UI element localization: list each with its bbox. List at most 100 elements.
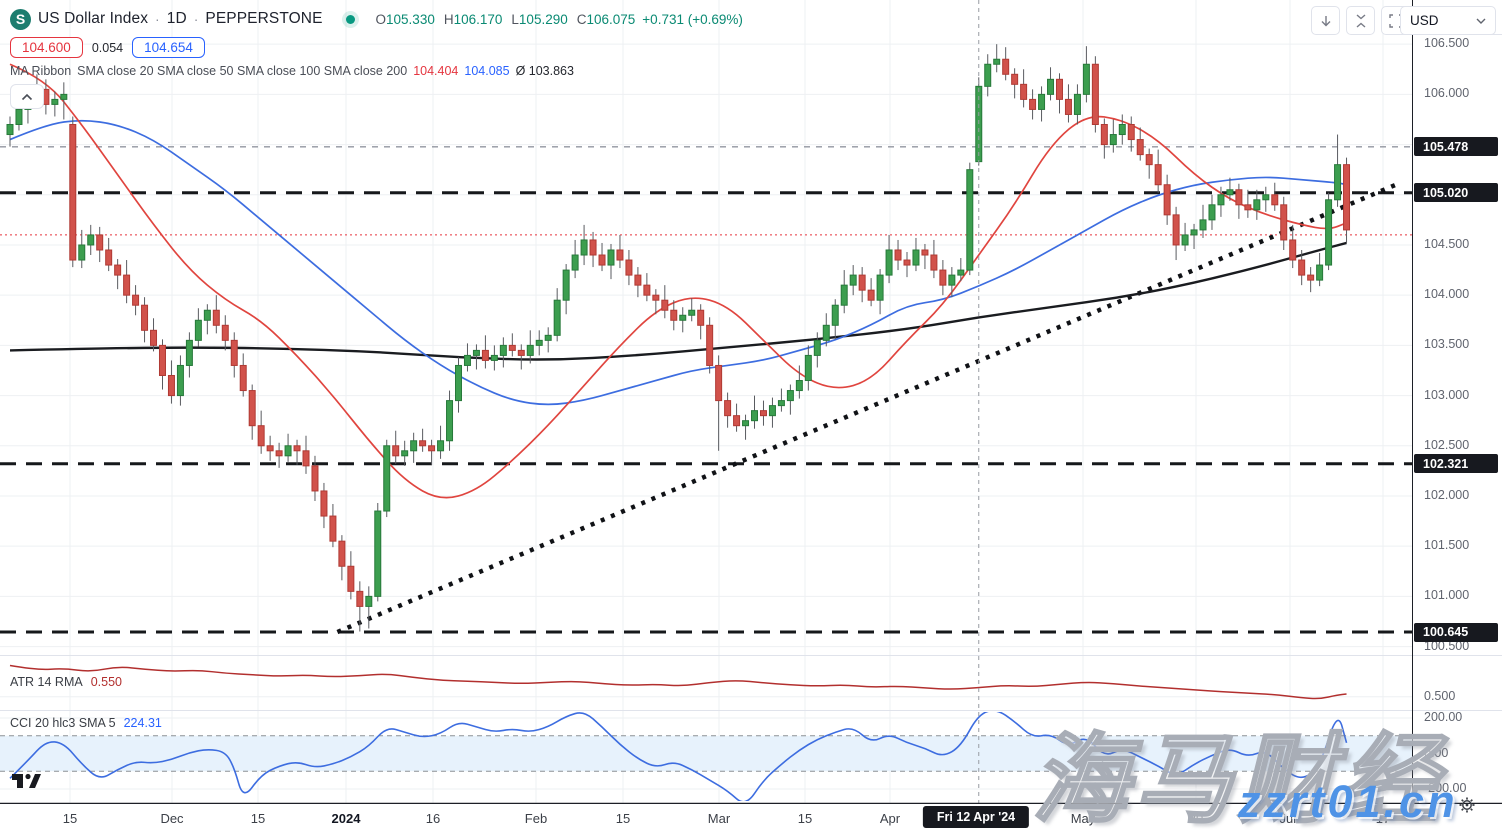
candle-body xyxy=(939,269,947,286)
candle-body xyxy=(885,249,893,276)
candle-body xyxy=(1163,184,1171,216)
candle-body xyxy=(625,259,633,276)
sell-price-button[interactable]: 104.600 xyxy=(10,37,83,58)
cci-line[interactable] xyxy=(9,711,1348,802)
candle-body xyxy=(490,354,498,361)
scroll-to-recent-button[interactable] xyxy=(1311,6,1340,35)
candle-body xyxy=(1190,229,1198,236)
candle-body xyxy=(1109,134,1117,146)
ma-ribbon-legend: MA Ribbon SMA close 20 SMA close 50 SMA … xyxy=(10,64,743,78)
candle-body xyxy=(266,445,274,452)
price-label: 101.500 xyxy=(1424,538,1470,553)
candle-body xyxy=(114,264,122,276)
candle-body xyxy=(607,249,615,266)
collapse-pane-button[interactable] xyxy=(1346,6,1375,35)
ma-value-blue: 104.085 xyxy=(464,64,510,78)
candle-body xyxy=(724,400,732,417)
atr-title: ATR 14 RMA xyxy=(10,675,83,689)
currency-dropdown[interactable]: USD xyxy=(1400,6,1496,35)
atr-value: 0.550 xyxy=(90,675,122,689)
candle-body xyxy=(580,239,588,256)
candle-body xyxy=(1154,164,1162,186)
candle-body xyxy=(132,294,140,306)
candle-body xyxy=(203,309,211,321)
candle-body xyxy=(78,244,86,261)
candle-body xyxy=(751,410,759,422)
price-label: 104.500 xyxy=(1424,236,1470,251)
candle-body xyxy=(1262,194,1270,201)
candle-body xyxy=(392,445,400,457)
price-scale[interactable]: 106.500 106.000 104.500 104.000 103.500 103.0… xyxy=(1413,0,1502,803)
chevron-up-icon xyxy=(21,93,33,100)
buy-price-button[interactable]: 104.654 xyxy=(132,37,205,58)
legend-collapse-button[interactable] xyxy=(10,84,44,109)
sma200-line[interactable] xyxy=(9,241,1347,361)
candle-body xyxy=(230,339,238,366)
candle-body xyxy=(661,299,669,311)
candle-body xyxy=(15,108,23,125)
time-label: Feb xyxy=(524,811,548,826)
candle-body xyxy=(786,390,794,402)
candle-body xyxy=(302,450,310,467)
candle-body xyxy=(804,354,812,382)
candle-body xyxy=(912,249,920,266)
symbol-legend-row: S US Dollar Index · 1D · PEPPERSTONE O10… xyxy=(10,6,743,32)
price-label: 103.500 xyxy=(1424,337,1470,352)
ma-ribbon-name: MA Ribbon xyxy=(10,64,72,78)
candle-body xyxy=(742,420,750,427)
candle-body xyxy=(329,515,337,542)
spread-value: 0.054 xyxy=(91,40,124,55)
candle-body xyxy=(1047,78,1055,95)
candle-body xyxy=(248,390,256,427)
trendline[interactable] xyxy=(336,182,1397,635)
collapse-chevrons-icon xyxy=(1356,13,1365,28)
time-label: 16 xyxy=(425,811,441,826)
currency-value: USD xyxy=(1410,13,1439,28)
candle-body xyxy=(383,445,391,512)
candle-body xyxy=(239,364,247,392)
candle-body xyxy=(1289,239,1297,261)
candle-body xyxy=(1235,189,1243,206)
quote-row: 104.600 0.054 104.654 xyxy=(10,37,743,58)
candle-body xyxy=(984,63,992,87)
exchange-label[interactable]: PEPPERSTONE xyxy=(205,10,323,27)
candle-body xyxy=(508,344,516,351)
interval-label[interactable]: 1D xyxy=(166,10,187,27)
price-label: 104.000 xyxy=(1424,287,1470,302)
candle-body xyxy=(221,324,229,341)
symbol-logo-icon[interactable]: S xyxy=(10,8,31,30)
candle-body xyxy=(320,490,328,517)
candle-body xyxy=(589,239,597,256)
sma50-line[interactable] xyxy=(9,119,1347,406)
candle-body xyxy=(150,329,158,346)
legend: S US Dollar Index · 1D · PEPPERSTONE O10… xyxy=(10,6,743,109)
candle-body xyxy=(948,274,956,286)
candle-body xyxy=(1334,164,1342,201)
tradingview-logo[interactable] xyxy=(9,766,45,797)
sma20-line[interactable] xyxy=(9,63,1347,499)
candle-body xyxy=(894,249,902,261)
candle-body xyxy=(652,294,660,301)
atr-legend: ATR 14 RMA 0.550 xyxy=(10,675,122,689)
time-label: 15 xyxy=(62,811,78,826)
gear-icon xyxy=(1459,797,1475,813)
ohlc-values: O105.330 H106.170 L105.290 C106.075 xyxy=(375,11,636,27)
candle-body xyxy=(1217,194,1225,206)
time-label: Jun xyxy=(1279,811,1301,826)
candle-body xyxy=(562,269,570,301)
separator: · xyxy=(155,11,160,27)
candle-body xyxy=(535,339,543,346)
candle-body xyxy=(526,344,534,356)
time-scale[interactable]: 15 Dec 15 2024 16 Feb 15 Mar 15 Apr May 20 Jun 17 Fri … xyxy=(0,804,1502,834)
market-open-dot-icon[interactable] xyxy=(345,14,355,24)
candle-body xyxy=(795,380,803,392)
candle-body xyxy=(347,565,355,592)
time-label: 15 xyxy=(615,811,631,826)
atr-line[interactable] xyxy=(9,664,1347,700)
symbol-title[interactable]: US Dollar Index xyxy=(38,10,149,27)
candle-body xyxy=(921,249,929,256)
cci-band xyxy=(0,735,1412,772)
candle-body xyxy=(1280,204,1288,241)
axis-settings-button[interactable] xyxy=(1458,796,1476,819)
